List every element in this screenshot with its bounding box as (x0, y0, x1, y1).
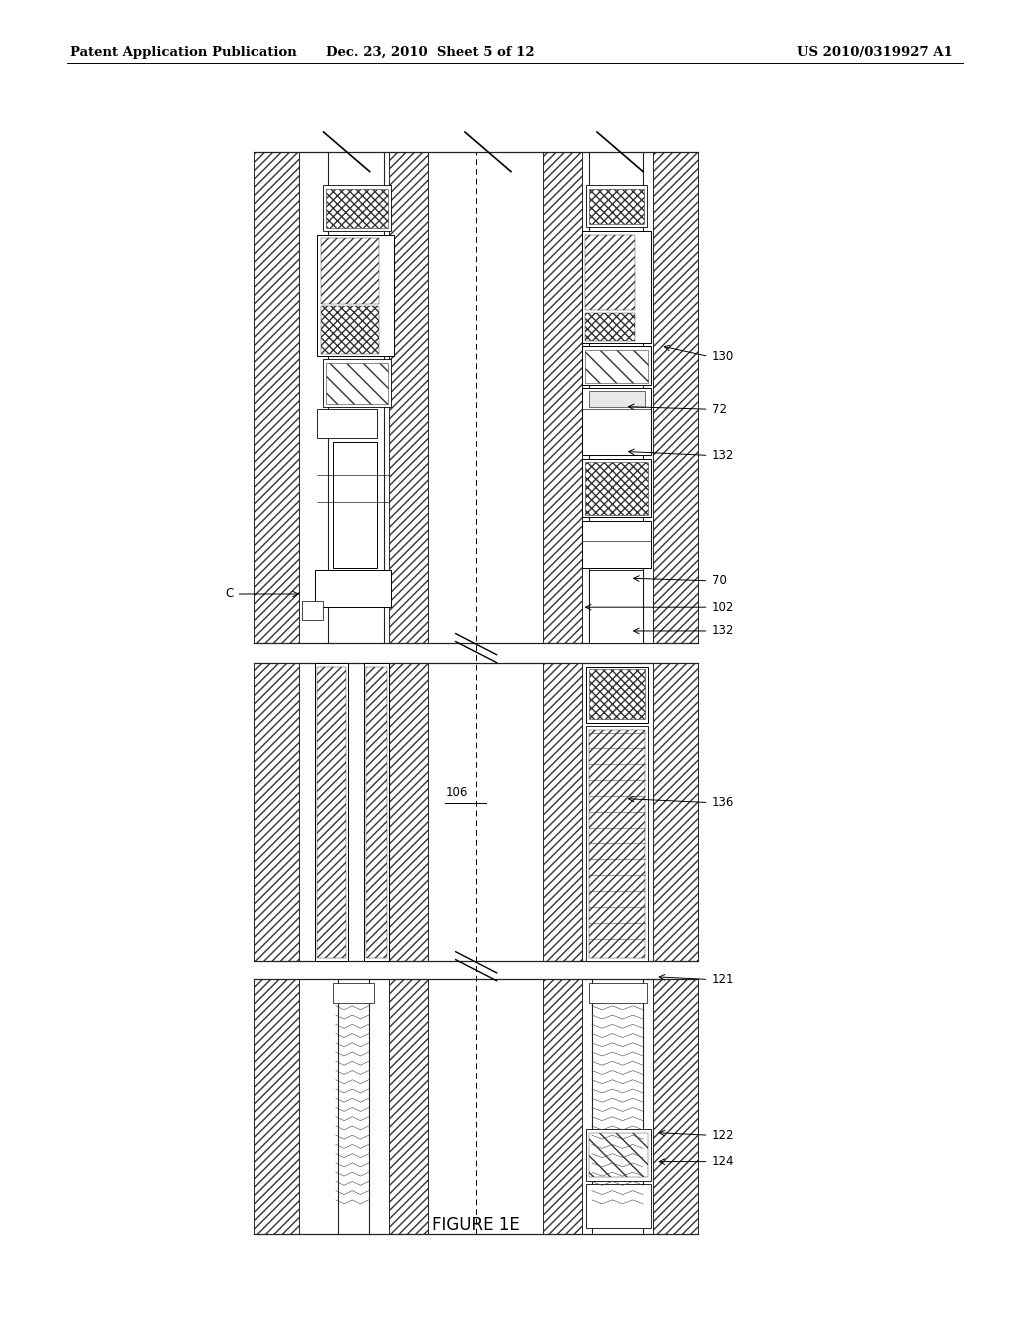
Text: 70: 70 (712, 574, 727, 587)
Bar (543, 152, 582, 643)
Bar (389, 979, 428, 1234)
Bar (582, 979, 653, 1234)
Bar (389, 152, 428, 643)
Bar (323, 185, 391, 231)
Bar (589, 1133, 648, 1177)
Text: Patent Application Publication: Patent Application Publication (70, 46, 296, 59)
Bar (589, 570, 643, 643)
Bar (585, 313, 635, 341)
Bar (585, 462, 648, 515)
Bar (254, 152, 299, 643)
Bar (326, 363, 388, 404)
Bar (543, 663, 582, 961)
Text: Dec. 23, 2010  Sheet 5 of 12: Dec. 23, 2010 Sheet 5 of 12 (326, 46, 535, 59)
Bar (326, 189, 388, 228)
Bar (333, 442, 377, 568)
Bar (321, 238, 379, 304)
Text: 132: 132 (712, 449, 734, 462)
Text: 136: 136 (712, 796, 734, 809)
Bar (543, 979, 582, 1234)
Bar (299, 979, 389, 1234)
Bar (586, 726, 648, 961)
Bar (653, 663, 698, 961)
Text: 130: 130 (712, 350, 734, 363)
Bar (589, 189, 644, 224)
Bar (653, 979, 698, 1234)
Bar (586, 1184, 651, 1228)
Bar (582, 388, 651, 455)
Bar (299, 663, 389, 961)
Bar (582, 459, 651, 517)
Bar (321, 306, 379, 354)
Bar (582, 231, 651, 343)
Text: 122: 122 (712, 1129, 734, 1142)
Bar (589, 730, 645, 958)
Bar (585, 350, 648, 383)
Bar (254, 979, 299, 1234)
Text: C: C (225, 587, 233, 601)
Bar (254, 663, 299, 961)
Bar (653, 152, 698, 643)
Text: 106: 106 (445, 785, 468, 799)
Bar (315, 570, 391, 607)
Bar (428, 979, 543, 1234)
Bar (582, 152, 653, 643)
Bar (366, 667, 387, 958)
Bar (323, 359, 391, 407)
Text: 132: 132 (712, 624, 734, 638)
Bar (582, 521, 651, 568)
Bar (364, 663, 389, 961)
Bar (333, 983, 374, 1003)
Bar (428, 152, 543, 643)
Bar (302, 601, 323, 620)
Text: 72: 72 (712, 403, 727, 416)
Bar (589, 391, 645, 407)
Bar (317, 667, 346, 958)
Bar (582, 663, 653, 961)
Bar (589, 983, 647, 1003)
Bar (317, 409, 377, 438)
Bar (582, 346, 651, 385)
Bar (299, 152, 389, 643)
Text: 124: 124 (712, 1155, 734, 1168)
Bar (586, 1129, 651, 1181)
Bar (317, 235, 394, 356)
Text: FIGURE 1E: FIGURE 1E (432, 1216, 520, 1234)
Text: US 2010/0319927 A1: US 2010/0319927 A1 (797, 46, 952, 59)
Bar (585, 235, 635, 310)
Text: 102: 102 (712, 601, 734, 614)
Bar (428, 663, 543, 961)
Text: 121: 121 (712, 973, 734, 986)
Bar (389, 663, 428, 961)
Bar (586, 185, 647, 227)
Bar (589, 669, 645, 719)
Bar (315, 663, 348, 961)
Bar (586, 667, 648, 723)
